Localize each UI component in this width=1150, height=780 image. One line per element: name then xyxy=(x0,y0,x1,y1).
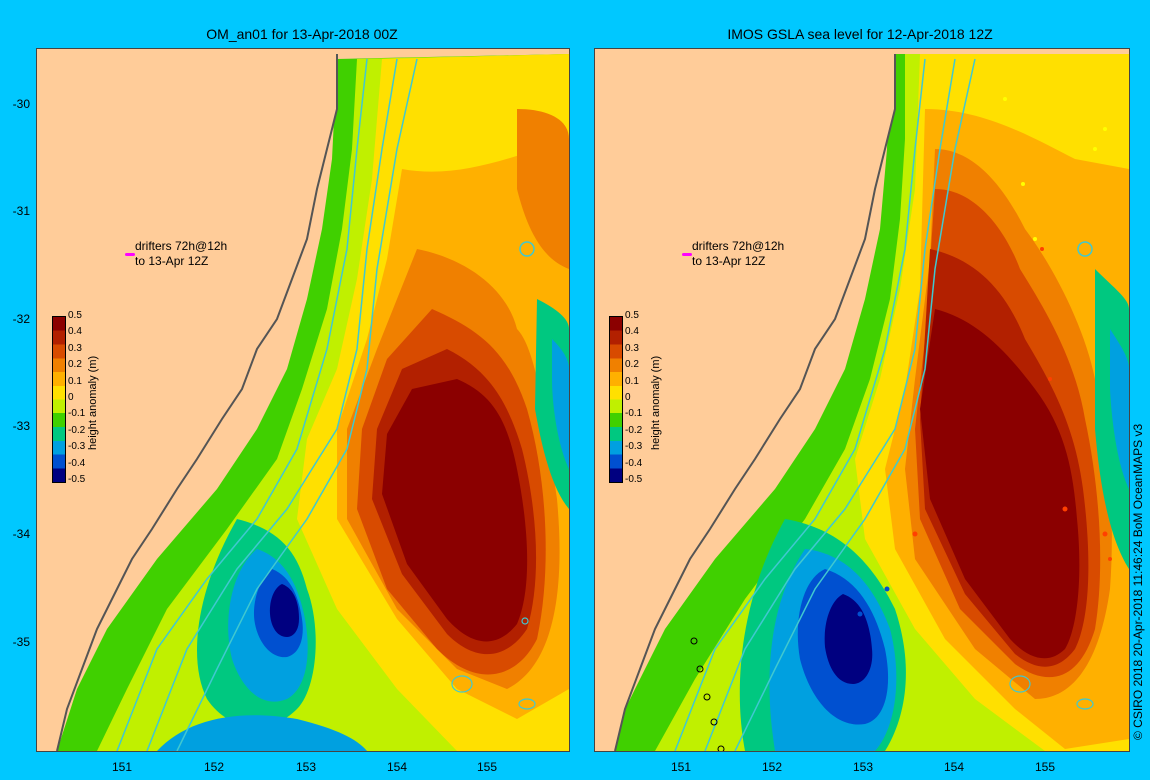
x-tick-label: 152 xyxy=(761,760,783,774)
colorbar-tick-label: 0.5 xyxy=(625,310,639,321)
y-tick-label: -32 xyxy=(12,312,30,326)
colorbar-tick-label: -0.5 xyxy=(68,474,86,485)
colorbar-tick-label: 0.1 xyxy=(625,375,639,387)
drifter-label-right: drifters 72h@12h to 13-Apr 12Z xyxy=(692,239,784,269)
y-tick-label: -33 xyxy=(12,419,30,433)
colorbar-tick-label: 0.5 xyxy=(68,310,82,321)
colorbar-tick-label: -0.3 xyxy=(625,441,643,453)
colorbar-tick-label: 0.3 xyxy=(625,342,639,354)
colorbar-tick-label: 0.2 xyxy=(68,359,82,371)
colorbar-tick-label: 0.4 xyxy=(625,326,639,338)
colorbar-tick-label: 0.4 xyxy=(68,326,82,338)
y-tick-label: -35 xyxy=(12,635,30,649)
colorbar-tick-label: -0.5 xyxy=(625,474,643,485)
x-tick-label: 151 xyxy=(111,760,133,774)
x-tick-label: 154 xyxy=(943,760,965,774)
colorbar-tick-label: -0.1 xyxy=(625,408,643,420)
x-tick-label: 155 xyxy=(476,760,498,774)
drifter-label-left: drifters 72h@12h to 13-Apr 12Z xyxy=(135,239,227,269)
x-tick-label: 151 xyxy=(670,760,692,774)
left-panel-title: OM_an01 for 13-Apr-2018 00Z xyxy=(206,26,398,42)
x-tick-label: 154 xyxy=(386,760,408,774)
colorbar-tick-label: -0.2 xyxy=(625,424,643,436)
left-map[interactable] xyxy=(36,48,570,752)
colorbar-title-right: height anomaly (m) xyxy=(650,355,662,450)
right-map[interactable] xyxy=(594,48,1130,752)
right-panel-title: IMOS GSLA sea level for 12-Apr-2018 12Z xyxy=(727,26,993,42)
x-tick-label: 153 xyxy=(852,760,874,774)
x-tick-label: 152 xyxy=(203,760,225,774)
x-tick-label: 155 xyxy=(1034,760,1056,774)
colorbar-tick-label: 0 xyxy=(625,392,631,403)
credit-text: © CSIRO 2018 20-Apr-2018 11:46:24 BoM Oc… xyxy=(1131,423,1145,740)
drifter-label-line: to 13-Apr 12Z xyxy=(692,254,766,268)
colorbar-left xyxy=(52,316,66,483)
colorbar-right xyxy=(609,316,623,483)
colorbar-tick-label: -0.4 xyxy=(625,457,643,469)
y-tick-label: -30 xyxy=(12,97,30,111)
drifter-label-line: drifters 72h@12h xyxy=(135,239,228,253)
colorbar-tick-label: 0.3 xyxy=(68,342,82,354)
colorbar-tick-label: -0.4 xyxy=(68,457,86,469)
drifter-label-line: to 13-Apr 12Z xyxy=(135,254,209,268)
x-tick-label: 153 xyxy=(295,760,317,774)
colorbar-tick-label: 0 xyxy=(68,392,74,403)
colorbar-tick-label: -0.1 xyxy=(68,408,86,420)
drifter-marker-icon xyxy=(682,253,692,256)
colorbar-title-left: height anomaly (m) xyxy=(87,355,99,450)
y-tick-label: -34 xyxy=(12,527,30,541)
colorbar-tick-label: -0.2 xyxy=(68,424,86,436)
y-tick-label: -31 xyxy=(12,204,30,218)
colorbar-tick-label: -0.3 xyxy=(68,441,86,453)
colorbar-tick-label: 0.1 xyxy=(68,375,82,387)
colorbar-tick-label: 0.2 xyxy=(625,359,639,371)
drifter-marker-icon xyxy=(125,253,135,256)
drifter-label-line: drifters 72h@12h xyxy=(692,239,785,253)
